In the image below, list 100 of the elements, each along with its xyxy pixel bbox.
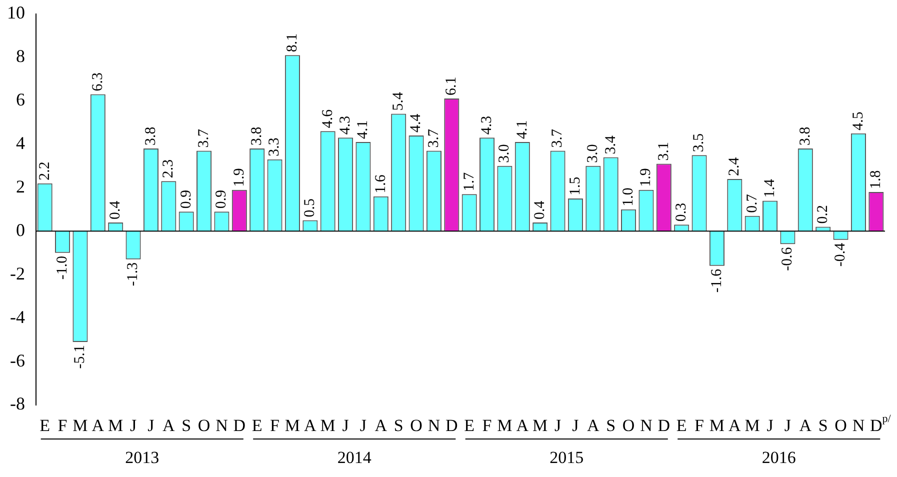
- x-tick-label: J: [342, 416, 350, 435]
- data-label: 1.4: [762, 178, 778, 198]
- data-label: 6.1: [444, 76, 460, 96]
- data-label: 3.7: [426, 128, 442, 148]
- x-tick-label: M: [709, 416, 725, 435]
- text: 2013: [125, 448, 160, 467]
- x-tick-label: F: [482, 416, 492, 435]
- y-tick-label: -6: [10, 350, 25, 370]
- x-tick-label: E: [464, 416, 475, 435]
- data-label: 6.3: [90, 72, 106, 92]
- x-tick-label: A: [162, 416, 176, 435]
- data-label: -0.6: [780, 246, 796, 271]
- x-tick-label: M: [497, 416, 512, 435]
- text: 2016: [762, 448, 796, 467]
- x-tick-label: J: [130, 416, 137, 435]
- y-tick-label: -4: [10, 306, 25, 327]
- x-tick-label: D: [658, 416, 670, 435]
- x-tick-label: S: [182, 416, 192, 435]
- x-tick-label: O: [834, 416, 847, 435]
- y-tick-label: 0: [16, 220, 25, 240]
- x-tick-label: J: [360, 416, 367, 435]
- x-tick-label: A: [92, 416, 105, 435]
- data-label: 0.4: [108, 200, 124, 220]
- x-tick-label: O: [198, 416, 210, 435]
- data-label: 0.9: [214, 190, 230, 209]
- x-tick-label: E: [40, 416, 50, 435]
- y-tick-label: 10: [7, 2, 25, 23]
- y-tick-label: 2: [16, 176, 25, 196]
- x-tick-label: O: [410, 416, 422, 435]
- data-label: 1.9: [638, 168, 654, 187]
- data-label: 1.8: [868, 170, 884, 190]
- x-tick-label: S: [606, 416, 616, 435]
- x-tick-label: F: [58, 416, 68, 435]
- x-tick-label: D: [446, 416, 458, 435]
- x-tick-label: A: [304, 416, 318, 435]
- x-tick-label: E: [252, 416, 262, 435]
- data-label: 3.4: [602, 134, 619, 154]
- x-tick-label: J: [572, 416, 580, 435]
- data-label: -5.1: [72, 344, 88, 369]
- data-label: 3.0: [496, 144, 513, 163]
- data-label: 2.2: [36, 162, 53, 180]
- x-tick-label: J: [766, 416, 774, 435]
- data-label: 3.8: [797, 126, 814, 146]
- data-label: 1.9: [231, 168, 248, 187]
- x-tick-label: M: [320, 416, 336, 435]
- x-tick-label: M: [108, 416, 124, 435]
- x-tick-label: A: [587, 416, 600, 435]
- x-tick-label: J: [784, 416, 792, 435]
- x-tick-label: F: [270, 416, 280, 435]
- data-label: -0.4: [832, 242, 849, 267]
- x-tick-label: N: [852, 416, 865, 435]
- data-label: 3.5: [691, 133, 708, 152]
- data-label: 3.8: [142, 126, 159, 146]
- data-label: -1.3: [125, 262, 142, 286]
- x-tick-label: J: [554, 416, 562, 435]
- y-tick-label: 6: [16, 89, 25, 110]
- data-label: 0.7: [744, 194, 760, 213]
- data-label: 8.1: [284, 33, 300, 52]
- x-tick-label: A: [799, 416, 812, 435]
- data-label: 0.5: [302, 198, 318, 218]
- x-tick-label: F: [694, 416, 704, 435]
- x-tick-label: A: [516, 416, 530, 435]
- y-tick-label: 8: [16, 46, 25, 66]
- data-label: 4.1: [355, 120, 372, 140]
- x-tick-label: M: [532, 416, 548, 435]
- data-label: 1.6: [372, 174, 389, 194]
- x-tick-label: A: [728, 416, 742, 435]
- data-label: 2.4: [726, 156, 743, 176]
- x-tick-label: A: [374, 416, 388, 435]
- data-label: -1.6: [708, 268, 725, 293]
- y-tick-label: -8: [10, 394, 25, 414]
- data-label: 1.7: [461, 172, 478, 192]
- x-tick-label: M: [284, 416, 300, 435]
- data-label: 1.0: [620, 188, 636, 206]
- data-label: 3.1: [656, 142, 672, 161]
- data-label: 3.0: [585, 144, 602, 163]
- data-label: 4.3: [337, 116, 354, 135]
- data-label: -1.0: [54, 256, 70, 280]
- data-label: 0.3: [674, 202, 690, 222]
- x-tick-label: O: [622, 416, 635, 435]
- x-tick-label: S: [394, 416, 404, 435]
- data-label: 4.6: [320, 108, 336, 128]
- data-label: 2.3: [160, 159, 177, 178]
- data-label: 3.8: [249, 126, 266, 146]
- data-label: 3.3: [266, 138, 283, 156]
- x-tick-label: D: [233, 416, 246, 435]
- x-tick-label: E: [676, 416, 687, 435]
- data-label: 3.7: [196, 128, 212, 148]
- data-label: 4.3: [478, 116, 495, 135]
- data-label: 4.4: [408, 113, 424, 133]
- y-tick-label: -2: [10, 263, 25, 284]
- data-label: 4.1: [514, 120, 530, 140]
- data-label: 1.5: [567, 176, 584, 196]
- text: 2015: [550, 448, 584, 467]
- x-tick-label: M: [744, 416, 760, 435]
- x-tick-label: N: [428, 416, 440, 435]
- data-label: 3.7: [550, 128, 566, 148]
- x-tick-label: M: [72, 416, 88, 435]
- text: 2014: [337, 448, 372, 467]
- x-tick-label: N: [216, 416, 228, 435]
